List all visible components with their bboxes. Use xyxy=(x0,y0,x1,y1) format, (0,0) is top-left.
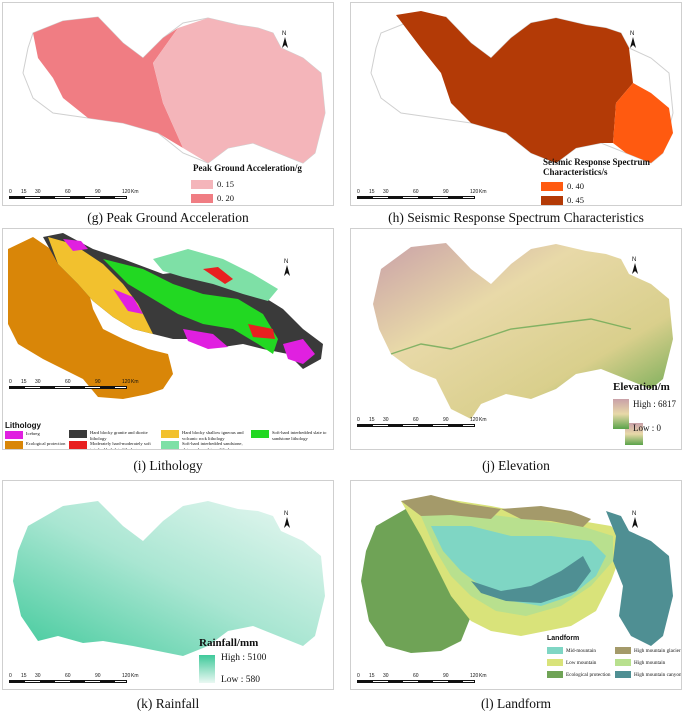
elevation-gradient xyxy=(613,399,629,429)
legend-item: Ecological protection xyxy=(547,671,611,678)
legend-title: Lithology xyxy=(5,421,41,430)
caption-elevation: (j) Elevation xyxy=(482,458,550,473)
legend-high: High : 5100 xyxy=(221,653,267,663)
north-arrow: N xyxy=(629,511,641,529)
legend-title: Peak Ground Acceleration/g xyxy=(193,163,302,173)
map-rainfall xyxy=(13,501,325,656)
panel-seismic-response: N Seismic Response Spectrum Characterist… xyxy=(350,2,682,206)
north-arrow: N xyxy=(281,259,293,277)
panel-landform: N Landform Mid-mountain High mountain gl… xyxy=(350,480,682,690)
caption-lithology: (i) Lithology xyxy=(133,458,203,473)
legend-low: Low : 580 xyxy=(221,675,261,685)
map-elevation xyxy=(373,243,673,445)
legend-item: 0. 20 xyxy=(191,193,234,203)
scale-bar: 0 15 30 60 90 120 Km xyxy=(9,379,139,391)
north-arrow: N xyxy=(629,257,641,275)
legend-item: 0. 40 xyxy=(541,181,584,191)
legend-high: High : 6817 xyxy=(633,399,677,409)
legend-item: Icebreg xyxy=(5,431,65,439)
legend-item: 0. 45 xyxy=(541,195,584,205)
panel-elevation: N Elevation/m High : 6817 Low : 0 0 15 30 6… xyxy=(350,228,682,450)
scale-bar: 0 15 30 60 90 120 Km xyxy=(9,673,139,685)
legend-item: High mountain xyxy=(615,659,665,666)
caption-peak-ground-acceleration: (g) Peak Ground Acceleration xyxy=(87,210,249,225)
legend-item: Soft-hard interbedded sandstone, slate, … xyxy=(161,441,249,449)
north-arrow: N xyxy=(281,511,293,529)
scale-bar: 0 15 30 60 90 120 Km xyxy=(357,673,487,685)
map-peak-ground-acceleration xyxy=(22,16,326,164)
legend-item: Mid-mountain xyxy=(547,647,596,654)
legend-item: 0. 15 xyxy=(191,179,234,189)
caption-seismic-response: (h) Seismic Response Spectrum Characteri… xyxy=(388,210,644,225)
panel-peak-ground-acceleration: N Peak Ground Acceleration/g 0. 15 0. 20… xyxy=(2,2,334,206)
map-lithology xyxy=(8,233,323,399)
scale-bar: 0 15 30 60 90 120 Km xyxy=(357,417,487,429)
legend-item: Ecological protection area xyxy=(5,441,67,449)
legend-item: Moderately hard-moderately soft interbed… xyxy=(69,441,159,449)
legend-title: Elevation/m xyxy=(613,381,670,393)
legend-item: High mountain glacier xyxy=(615,647,681,654)
legend-title: Landform xyxy=(547,635,580,642)
panel-lithology: N 0 15 30 60 90 120 Km Lithology Icebreg Hard … xyxy=(2,228,334,450)
caption-landform: (l) Landform xyxy=(480,696,552,711)
north-arrow: N xyxy=(627,31,639,49)
legend-title: Seismic Response Spectrum Characteristic… xyxy=(543,157,650,177)
rainfall-gradient xyxy=(199,655,215,683)
legend-item: Hard blocky granite and diorite litholog… xyxy=(69,430,157,441)
map-landform xyxy=(361,495,673,653)
legend-low: Low : 0 xyxy=(633,423,661,433)
scale-bar: 0 15 30 60 90 120 Km xyxy=(9,189,139,201)
legend-item: Soft-hard interbedded slate to sandstone… xyxy=(251,430,333,441)
map-seismic-response xyxy=(370,11,674,164)
north-arrow: N xyxy=(279,31,291,49)
panel-rainfall: N Rainfall/mm High : 5100 Low : 580 0 15 3… xyxy=(2,480,334,690)
legend-title: Rainfall/mm xyxy=(199,637,259,649)
legend-item: Hard blocky shallow igneous and volcanic… xyxy=(161,430,249,441)
legend-item: Low mountain xyxy=(547,659,596,666)
legend-item: High mountain canyon xyxy=(615,671,681,678)
scale-bar: 0 15 30 60 90 120 Km xyxy=(357,189,487,201)
caption-rainfall: (k) Rainfall xyxy=(136,696,200,711)
